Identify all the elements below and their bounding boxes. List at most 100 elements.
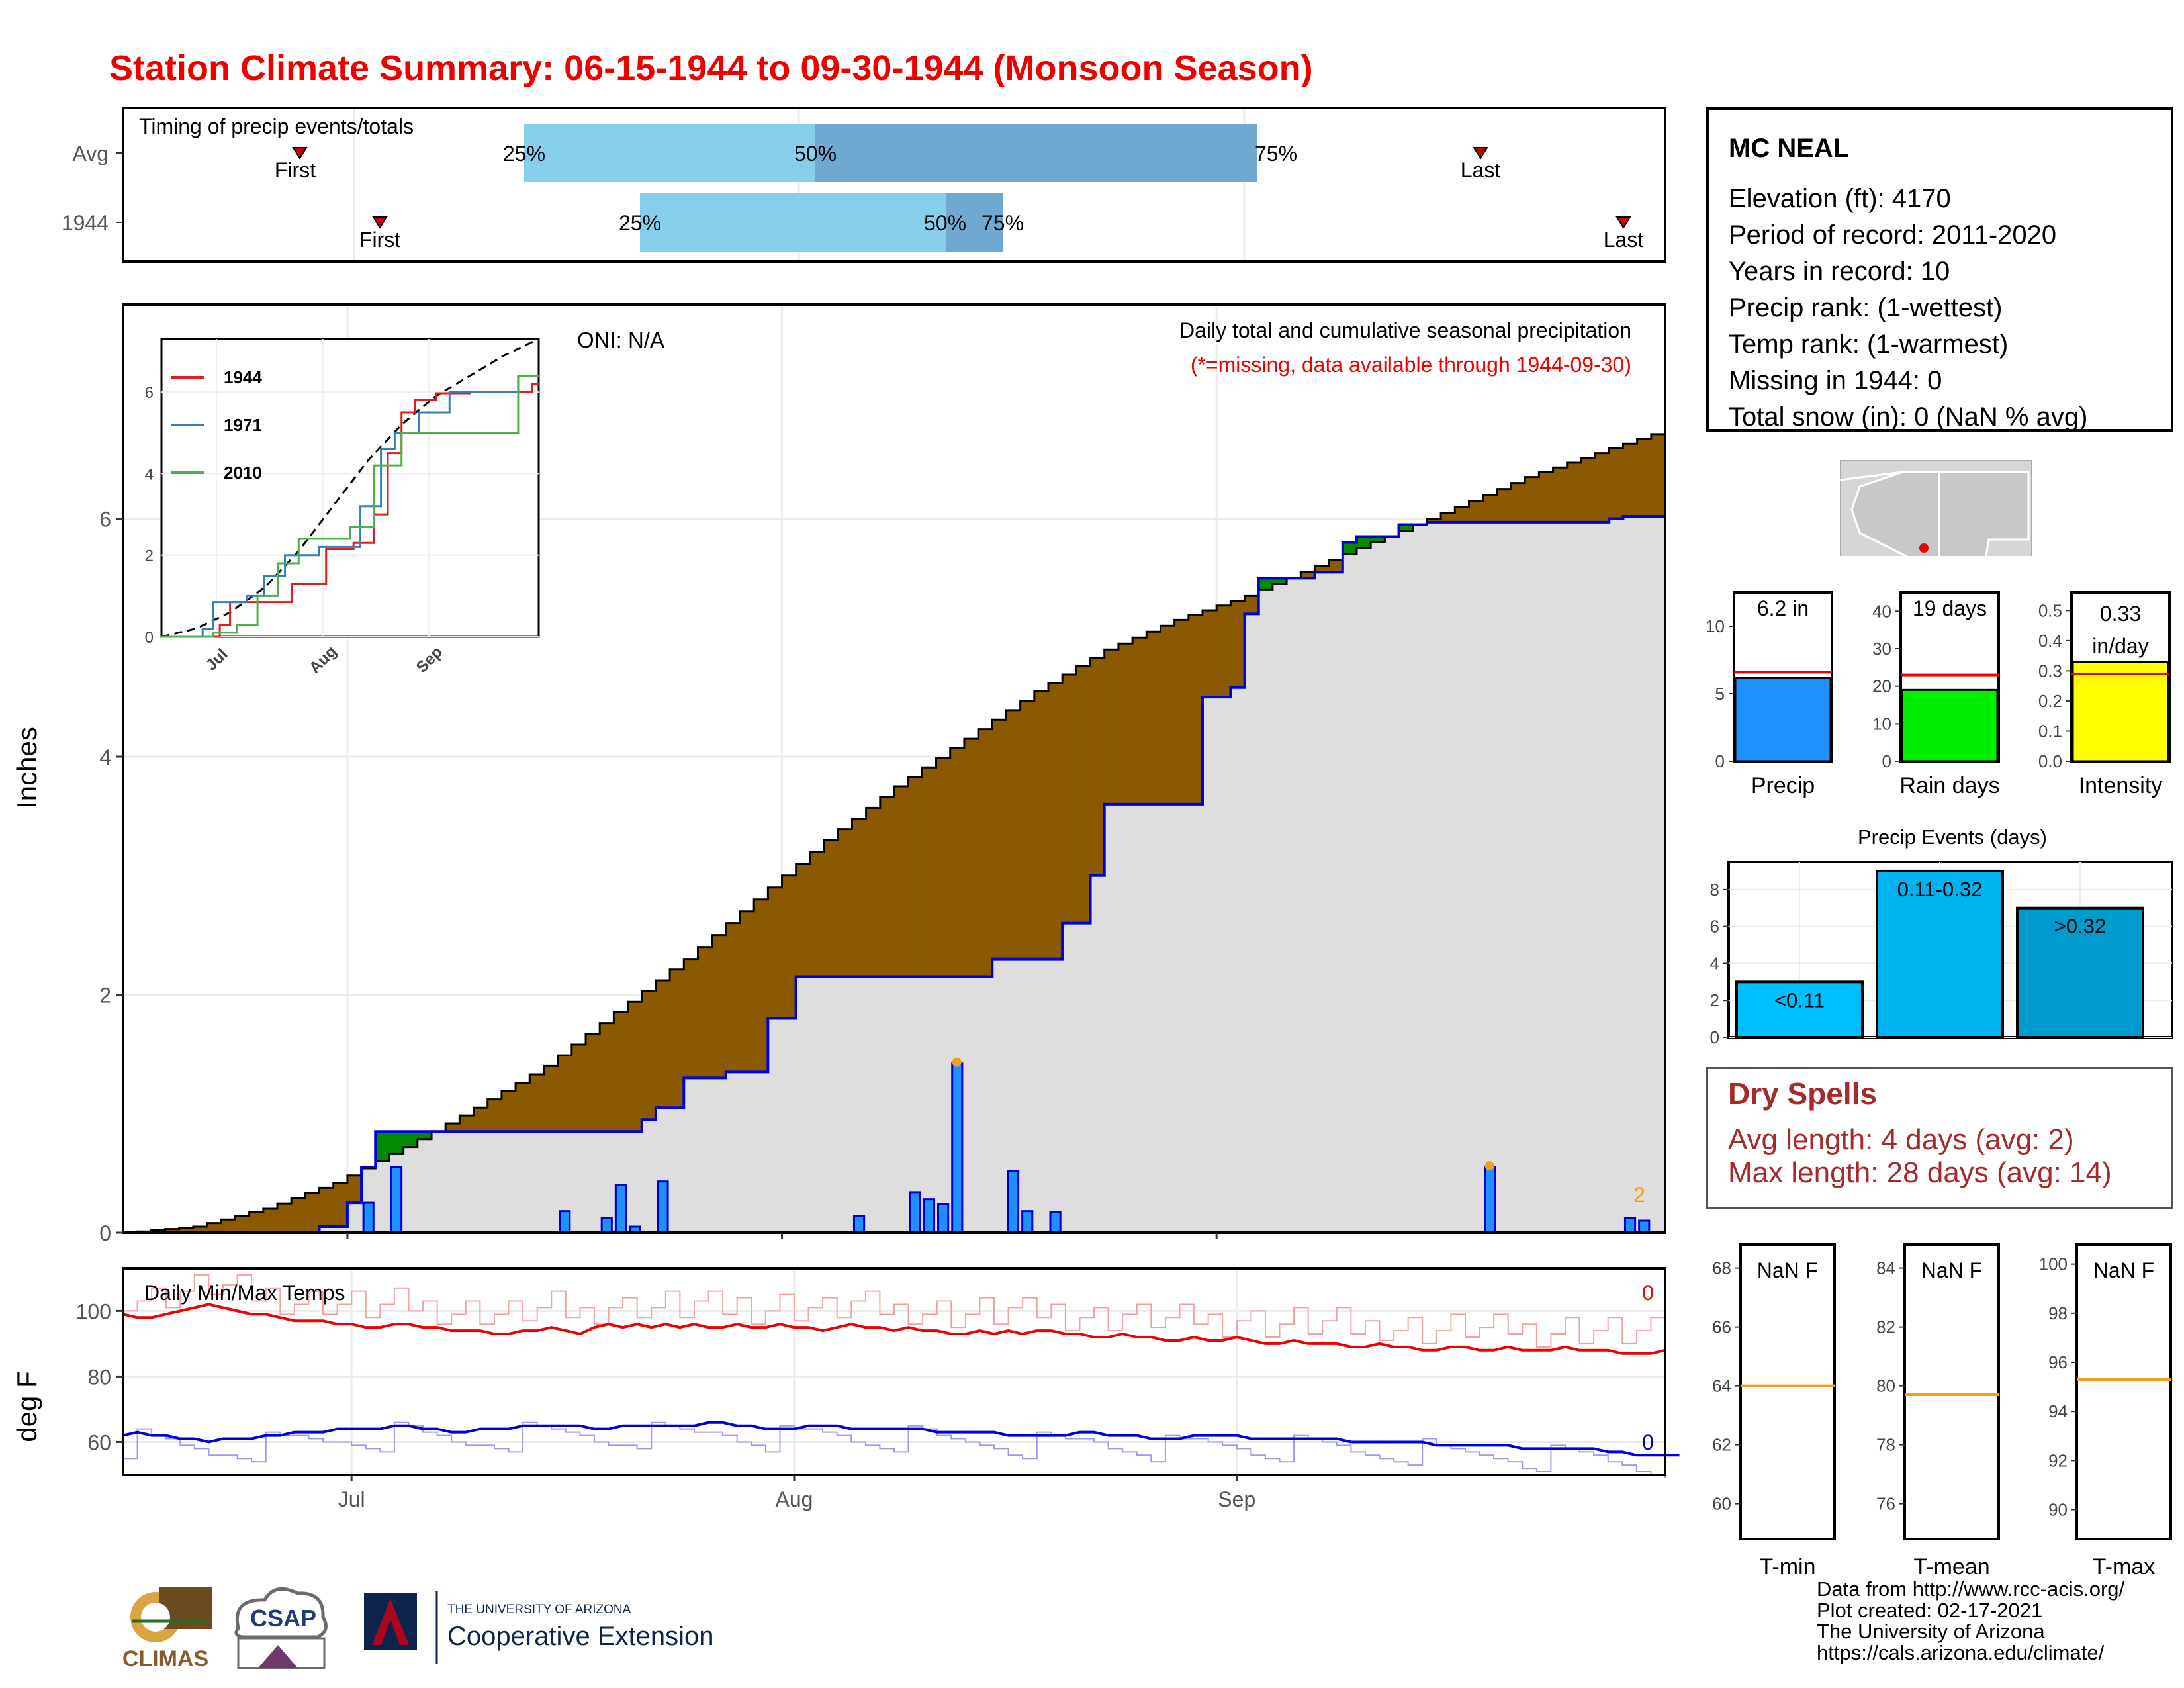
cumulative-area xyxy=(1244,614,1259,1233)
cumulative-area xyxy=(1525,522,1539,1233)
deficit-area xyxy=(782,875,797,1019)
deficit-area xyxy=(1006,710,1021,959)
deficit-area xyxy=(670,969,684,1108)
events-ytick-label: 8 xyxy=(1710,880,1719,900)
cumulative-area xyxy=(571,1131,586,1233)
ua-logo: THE UNIVERSITY OF ARIZONA Cooperative Ex… xyxy=(364,1591,713,1664)
timing-avg-q1-bar xyxy=(524,124,815,182)
deficit-area xyxy=(445,1123,460,1132)
timing-avg-p75: 75% xyxy=(1255,142,1297,165)
temp-box-tick-label: 76 xyxy=(1876,1494,1895,1514)
deficit-area xyxy=(1580,457,1596,522)
cumulative-area xyxy=(473,1131,488,1233)
events-bar-moderate xyxy=(1876,869,2004,1039)
temps-xtick-label: Sep xyxy=(1218,1487,1255,1511)
deficit-area xyxy=(1090,657,1105,876)
temp-box-tick-label: 100 xyxy=(2039,1254,2068,1274)
tmin-avg-line xyxy=(123,1421,1666,1478)
deficit-area xyxy=(1609,448,1624,519)
cumulative-area xyxy=(796,976,811,1233)
deficit-area xyxy=(473,1107,488,1132)
timing-year-first-marker xyxy=(372,216,388,229)
daily-precip-bar xyxy=(1049,1211,1062,1234)
temps-ylabel: deg F xyxy=(11,1371,42,1442)
deficit-area xyxy=(1160,626,1175,804)
station-missing: Missing in 1944: 0 xyxy=(1729,366,1942,395)
temp-box-tick-label: 84 xyxy=(1876,1258,1895,1278)
cumulative-area xyxy=(1511,522,1525,1233)
cumulative-area xyxy=(432,1131,446,1233)
dry-spells-avg: Avg length: 4 days (avg: 2) xyxy=(1728,1123,2074,1156)
temps-xtick-label: Jul xyxy=(338,1487,365,1511)
cumulative-area xyxy=(487,1131,502,1233)
deficit-area xyxy=(978,729,993,977)
surplus-area xyxy=(389,1131,404,1154)
surplus-area xyxy=(1371,536,1385,543)
cumulative-area xyxy=(754,1072,768,1233)
daily-precip-bar xyxy=(390,1166,403,1234)
cumulative-area xyxy=(1539,522,1554,1233)
deficit-area xyxy=(1455,506,1470,522)
climas-logo: CLIMAS xyxy=(122,1587,212,1671)
summary-value-0: 6.2 in xyxy=(1757,596,1809,620)
cumulative-area xyxy=(1314,572,1330,1233)
summary-tick-label: 0.5 xyxy=(2038,600,2062,620)
precip-ytick-label: 6 xyxy=(99,508,111,532)
deficit-area xyxy=(586,1033,600,1132)
summary-bar-2 xyxy=(2071,661,2169,763)
csap-logo: CSAP xyxy=(234,1587,328,1669)
page-title: Station Climate Summary: 06-15-1944 to 0… xyxy=(109,48,1313,88)
deficit-area xyxy=(277,1203,292,1233)
footer-line-1: Data from http://www.rcc-acis.org/ xyxy=(1817,1577,2125,1601)
timing-avg-first-marker xyxy=(292,147,308,160)
cumulative-area xyxy=(1272,584,1287,1233)
deficit-area xyxy=(740,911,754,1072)
station-temp-rank: Temp rank: (1-warmest) xyxy=(1729,330,2009,359)
precip-ylabel: Inches xyxy=(11,727,42,809)
deficit-area xyxy=(305,1193,320,1233)
deficit-area xyxy=(557,1055,572,1132)
cumulative-area xyxy=(880,976,895,1233)
timing-avg-last: Last xyxy=(1461,158,1501,182)
surplus-area xyxy=(1357,536,1371,549)
temp-box-tick-label: 68 xyxy=(1712,1258,1731,1278)
tmin-line xyxy=(122,1421,1680,1457)
timing-avg-last-marker xyxy=(1473,147,1488,160)
deficit-area xyxy=(894,786,909,977)
precip-ytick-label: 2 xyxy=(99,984,111,1008)
cumulative-area xyxy=(768,1018,783,1233)
deficit-area xyxy=(1048,682,1063,959)
cumulative-area xyxy=(684,1078,699,1233)
cumulative-area xyxy=(319,1227,334,1233)
deficit-area xyxy=(543,1066,559,1132)
deficit-area xyxy=(824,839,839,977)
daily-precip-bar xyxy=(362,1201,375,1234)
temp-box-tick-label: 64 xyxy=(1712,1376,1731,1396)
cumulative-area xyxy=(1020,959,1035,1233)
climas-text: CLIMAS xyxy=(122,1646,208,1671)
cumulative-area xyxy=(347,1203,362,1233)
deficit-area xyxy=(1188,615,1203,804)
deficit-area xyxy=(655,980,670,1108)
footer-line-3: The University of Arizona xyxy=(1817,1620,2045,1643)
deficit-area xyxy=(1482,494,1498,522)
summary-tick-label: 0.1 xyxy=(2038,721,2062,741)
cumulative-area xyxy=(1062,923,1077,1233)
deficit-area xyxy=(235,1215,250,1233)
deficit-area xyxy=(627,1002,643,1132)
extreme-marker xyxy=(1484,1161,1494,1171)
deficit-area xyxy=(922,767,937,977)
cumulative-area xyxy=(445,1131,460,1233)
deficit-area xyxy=(1203,610,1217,698)
timing-row-year-label: 1944 xyxy=(62,211,109,235)
extreme-marker xyxy=(952,1057,962,1067)
daily-precip-bar xyxy=(937,1203,950,1234)
cumulative-area xyxy=(1651,516,1666,1233)
timing-avg-p25: 25% xyxy=(503,142,545,165)
cumulative-area xyxy=(922,976,937,1233)
temps-xtick-label: Aug xyxy=(776,1487,813,1511)
cumulative-area xyxy=(1300,578,1316,1233)
cumulative-area xyxy=(1230,687,1246,1233)
deficit-area xyxy=(1230,600,1246,688)
